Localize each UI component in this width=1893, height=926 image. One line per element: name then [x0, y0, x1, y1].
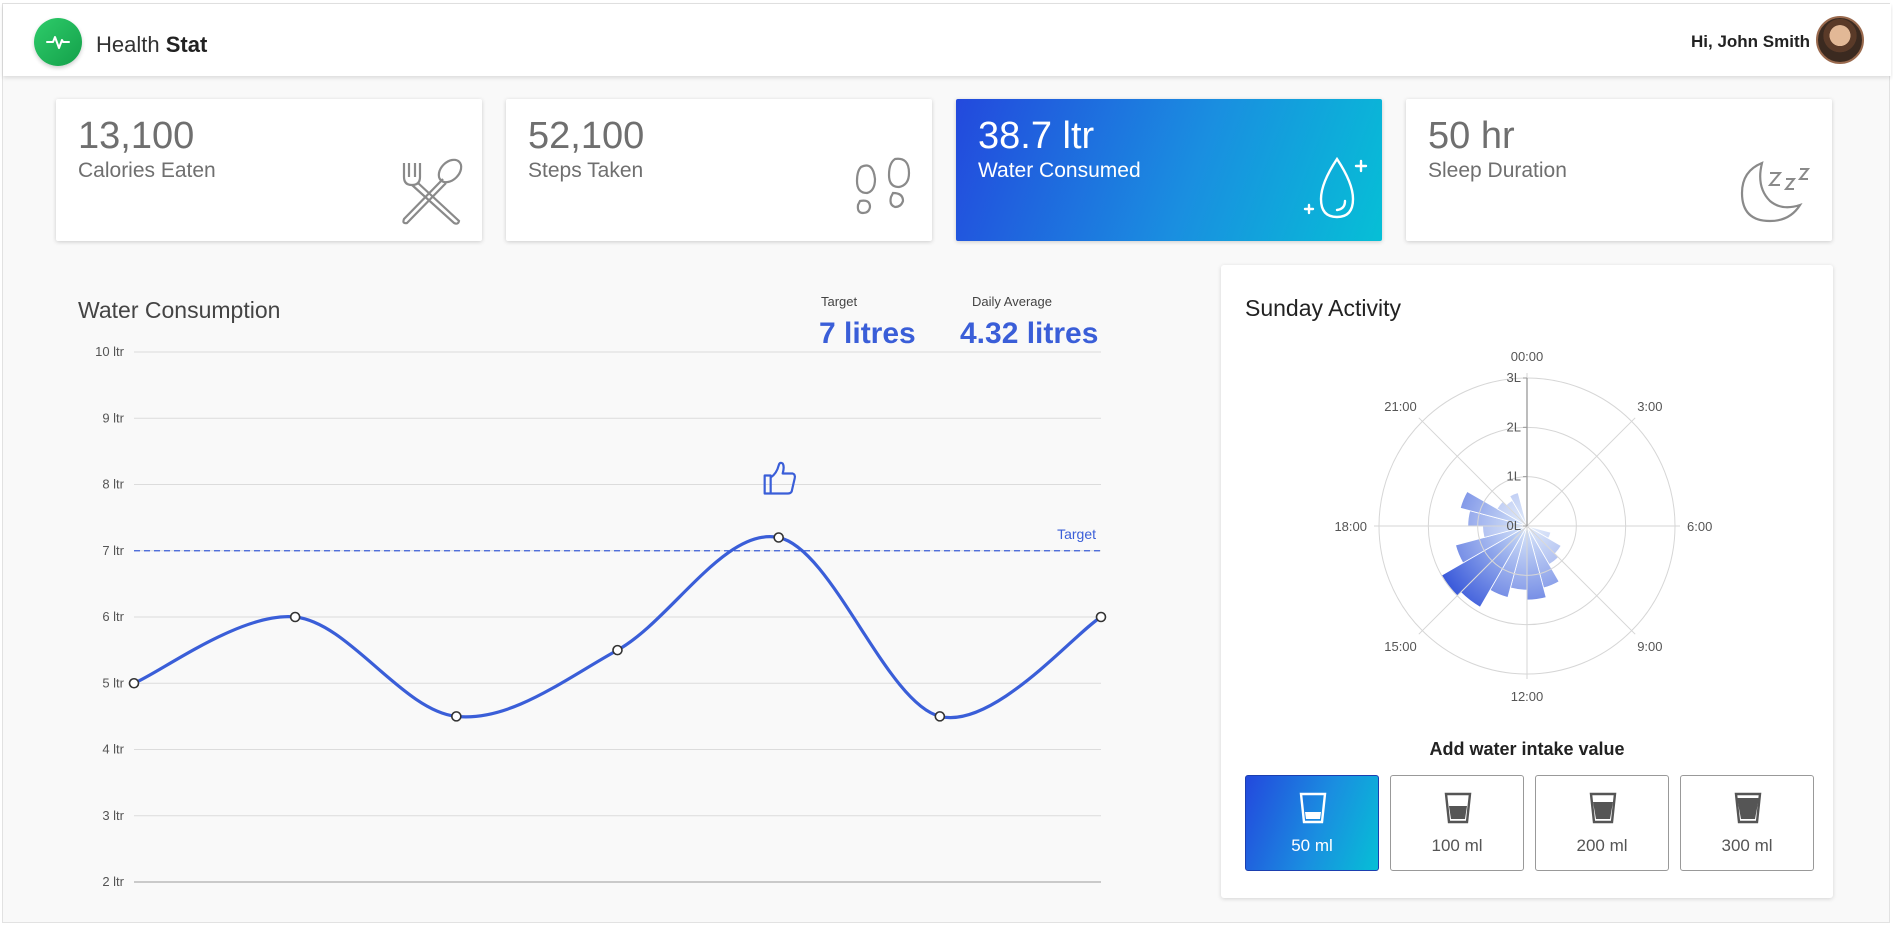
- add-intake-title: Add water intake value: [1429, 739, 1625, 759]
- radial-tick-label: 0L: [1507, 518, 1521, 533]
- app-frame: Health Stat Hi, John Smith 13,100 Calori…: [2, 3, 1891, 923]
- avatar[interactable]: [1816, 16, 1864, 64]
- intake-option-50ml[interactable]: 50 ml: [1245, 775, 1379, 871]
- stat-card-steps[interactable]: 52,100 Steps Taken: [506, 99, 932, 241]
- glass-icon: [1444, 792, 1472, 824]
- polar-spoke: [1418, 417, 1528, 527]
- stat-value: 52,100: [528, 115, 645, 157]
- stat-label: Water Consumed: [978, 159, 1141, 182]
- glass-icon: [1589, 792, 1617, 824]
- radial-tick-label: 3L: [1507, 370, 1521, 385]
- glass-icon: [1734, 792, 1762, 824]
- water-line-chart: 2 ltr 3 ltr 4 ltr 5 ltr 6 ltr 7 ltr 8 ltr 9 ltr…: [95, 344, 1107, 898]
- y-tick-label: 6 ltr: [102, 609, 124, 624]
- x-tick-label: Monday: [270, 896, 320, 898]
- stat-card-water[interactable]: 38.7 ltr Water Consumed: [956, 99, 1382, 241]
- x-tick-label: Wednesday: [581, 896, 655, 898]
- activity-polar-chart: 0L 1L 2L 3L 00:00 3:00 6:00 9:00 12:00 15:00 18:00…: [1334, 349, 1712, 704]
- stat-label: Sleep Duration: [1428, 159, 1567, 182]
- angle-label: 3:00: [1637, 399, 1662, 414]
- pulse-icon: [46, 36, 70, 49]
- intake-option-label: 200 ml: [1576, 836, 1628, 855]
- data-point: [934, 711, 946, 722]
- stat-value: 50 hr: [1428, 115, 1515, 157]
- data-point: [128, 677, 140, 689]
- stat-label: Steps Taken: [528, 159, 644, 182]
- polar-spoke: [1418, 525, 1528, 635]
- moon-zzz-icon: [1740, 161, 1811, 223]
- daily-average-label: Daily Average: [972, 294, 1052, 309]
- top-bar: Health Stat Hi, John Smith: [3, 4, 1891, 76]
- daily-average-value: 4.32 litres: [960, 317, 1099, 350]
- x-tick-label: Saturday: [1045, 896, 1101, 898]
- fork-spoon-icon: [402, 158, 463, 225]
- intake-option-200ml[interactable]: 200 ml: [1535, 775, 1669, 871]
- intake-option-label: 50 ml: [1291, 836, 1333, 855]
- brand-bold: Stat: [165, 32, 208, 57]
- x-tick-label: Tuesday: [430, 896, 483, 898]
- y-tick-label: 10 ltr: [95, 344, 125, 359]
- polar-spoke: [1526, 525, 1636, 635]
- data-point: [773, 532, 784, 543]
- y-tick-label: 9 ltr: [102, 410, 124, 425]
- stat-value: 13,100: [78, 115, 195, 157]
- x-tick-label: Sunday: [134, 896, 181, 898]
- polar-slice: [1459, 490, 1528, 527]
- angle-label: 9:00: [1637, 639, 1662, 654]
- data-point: [289, 611, 301, 623]
- x-tick-label: Friday: [920, 896, 959, 898]
- stat-value: 38.7 ltr: [978, 115, 1095, 157]
- y-tick-label: 8 ltr: [102, 477, 124, 492]
- stat-label: Calories Eaten: [78, 159, 216, 182]
- stat-card-calories[interactable]: 13,100 Calories Eaten: [56, 99, 482, 241]
- water-drop-icon: [1303, 156, 1368, 219]
- y-tick-label: 5 ltr: [102, 675, 124, 690]
- stat-card-sleep[interactable]: 50 hr Sleep Duration: [1406, 99, 1832, 241]
- thumbs-up-shape: [763, 461, 797, 495]
- angle-label: 6:00: [1687, 519, 1712, 534]
- angle-label: 15:00: [1384, 639, 1417, 654]
- target-line-label: Target: [1057, 526, 1096, 542]
- brand-light: Health: [96, 32, 160, 57]
- angle-label: 18:00: [1334, 519, 1367, 534]
- x-tick-label: Thursday: [749, 896, 807, 898]
- target-value: 7 litres: [819, 317, 916, 350]
- logo[interactable]: [34, 18, 82, 66]
- angle-label: 21:00: [1384, 399, 1417, 414]
- angle-label: 12:00: [1511, 689, 1544, 704]
- sunday-activity-panel: Sunday Activity 0L 1L 2L 3L 00:00 3:00 6:00 9:0…: [1221, 265, 1833, 898]
- water-consumption-panel: Water Consumption Target 7 litres Daily …: [58, 268, 1128, 898]
- data-point: [1095, 611, 1107, 623]
- angle-label: 00:00: [1511, 349, 1544, 364]
- y-tick-label: 3 ltr: [102, 808, 124, 823]
- water-series-line: [133, 535, 1102, 720]
- polar-slice: [1509, 492, 1528, 527]
- intake-option-label: 300 ml: [1721, 836, 1773, 855]
- y-tick-label: 2 ltr: [102, 874, 124, 889]
- panel-title: Sunday Activity: [1245, 295, 1401, 321]
- polar-slice: [1455, 525, 1528, 564]
- thumbs-up-icon: [763, 461, 797, 495]
- glass-icon: [1299, 792, 1327, 824]
- data-point: [451, 711, 462, 722]
- y-tick-label: 7 ltr: [102, 543, 124, 558]
- panel-title: Water Consumption: [78, 297, 281, 323]
- intake-option-label: 100 ml: [1431, 836, 1483, 855]
- brand-name: Health Stat: [96, 32, 207, 58]
- intake-option-100ml[interactable]: 100 ml: [1390, 775, 1524, 871]
- radial-tick-label: 1L: [1507, 469, 1521, 484]
- footprints-icon: [855, 157, 911, 215]
- data-point: [612, 644, 623, 656]
- polar-spoke: [1526, 417, 1636, 527]
- y-tick-label: 4 ltr: [102, 742, 124, 757]
- user-greeting: Hi, John Smith: [1691, 32, 1810, 51]
- intake-option-300ml[interactable]: 300 ml: [1680, 775, 1814, 871]
- radial-tick-label: 2L: [1507, 419, 1521, 434]
- target-label: Target: [821, 294, 858, 309]
